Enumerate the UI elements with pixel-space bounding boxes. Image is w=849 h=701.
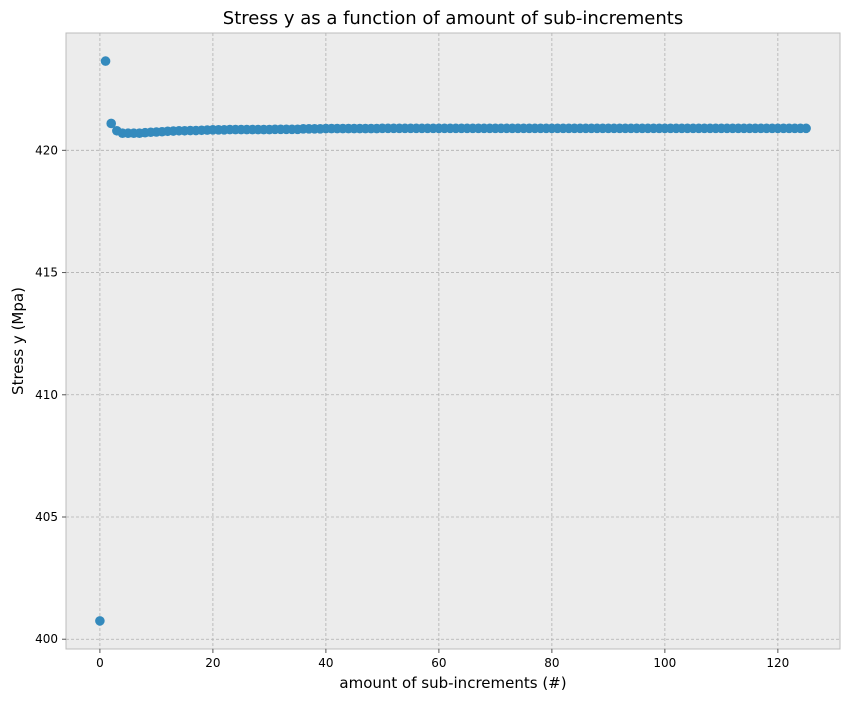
y-tick-label: 415 [35, 266, 58, 280]
axis-ticks: 0 20 40 60 80 100 120 400 405 410 415 420 [35, 143, 789, 670]
x-tick-label: 0 [96, 656, 104, 670]
x-tick-label: 80 [544, 656, 559, 670]
chart-title: Stress y as a function of amount of sub-… [223, 8, 683, 29]
grid-lines [66, 33, 840, 649]
x-tick-label: 40 [318, 656, 333, 670]
x-tick-label: 60 [431, 656, 446, 670]
y-tick-label: 400 [35, 632, 58, 646]
x-axis-label: amount of sub-increments (#) [339, 674, 566, 692]
data-point [100, 56, 111, 66]
x-tick-label: 20 [205, 656, 220, 670]
data-points [95, 56, 811, 626]
y-tick-label: 410 [35, 388, 58, 402]
data-point [95, 616, 105, 626]
y-tick-label: 405 [35, 510, 58, 524]
data-point [801, 123, 811, 134]
y-axis-label: Stress y (Mpa) [9, 287, 27, 395]
x-tick-label: 100 [653, 656, 676, 670]
x-tick-label: 120 [766, 656, 789, 670]
y-tick-label: 420 [35, 143, 58, 157]
data-point [106, 118, 116, 129]
plot-area [65, 32, 841, 650]
